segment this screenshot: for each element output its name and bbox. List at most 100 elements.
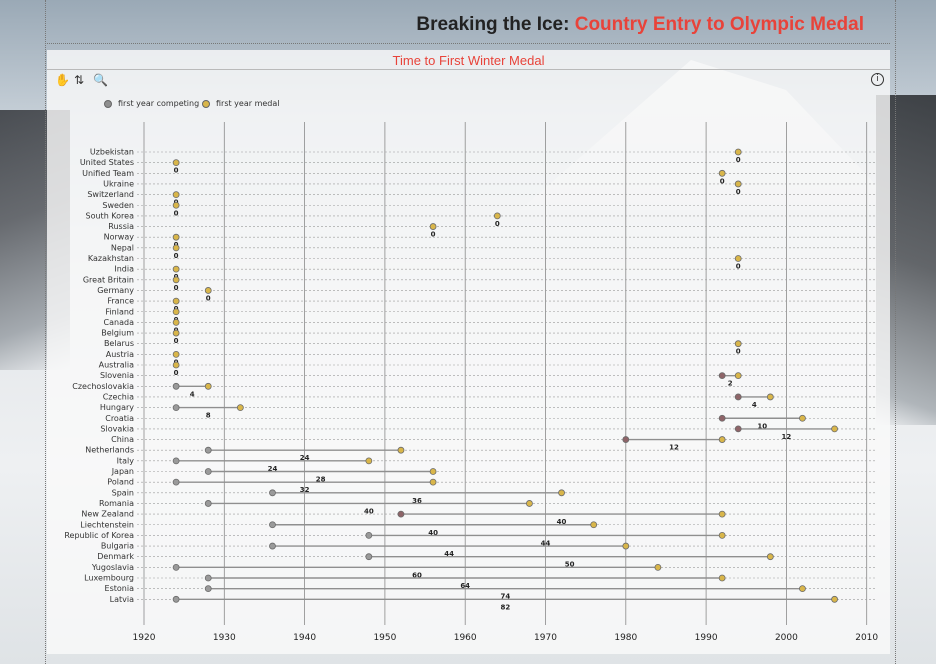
country-label: Estonia (105, 584, 135, 593)
country-label: New Zealand (81, 510, 134, 519)
entry-point (172, 478, 180, 486)
entry-point (365, 553, 373, 561)
medal-point (799, 585, 806, 593)
gap-label: 0 (736, 156, 741, 164)
entry-point (204, 585, 212, 593)
gap-label: 44 (541, 539, 551, 547)
medal-point (365, 457, 373, 465)
medal-point (766, 393, 774, 401)
country-label: Switzerland (87, 190, 134, 199)
country-label: China (111, 435, 134, 444)
medal-point (172, 297, 180, 305)
gap-label: 40 (428, 529, 438, 537)
legend-item-medal: first year medal (202, 99, 279, 108)
entry-point (718, 372, 726, 380)
medal-point (718, 531, 726, 539)
medal-point (172, 233, 180, 241)
gap-label: 0 (174, 337, 179, 345)
medal-point (172, 201, 180, 209)
country-label: Italy (117, 456, 135, 465)
gap-label: 36 (412, 497, 422, 505)
medal-point (734, 372, 742, 380)
country-label: Republic of Korea (64, 531, 134, 540)
entry-point (204, 574, 212, 582)
country-label: Hungary (100, 403, 134, 412)
gap-label: 0 (720, 177, 725, 185)
zoom-icon[interactable]: 🔍 (93, 73, 108, 87)
medal-point (526, 500, 533, 507)
medal-point (718, 574, 726, 582)
medal-point (831, 595, 838, 603)
country-label: Spain (112, 488, 134, 497)
medal-point (429, 468, 437, 475)
country-label: Poland (107, 478, 134, 487)
country-label: Norway (104, 233, 135, 242)
entry-point (718, 414, 726, 422)
gap-label: 24 (268, 465, 278, 473)
x-tick-label: 1950 (373, 633, 396, 643)
x-tick-label: 1980 (614, 633, 637, 643)
x-tick-label: 2010 (855, 633, 878, 643)
medal-point (429, 478, 437, 486)
country-label: Australia (99, 361, 134, 370)
gap-label: 0 (174, 252, 179, 260)
medal-point (734, 148, 742, 156)
gap-label: 0 (736, 188, 741, 196)
x-tick-label: 1990 (695, 633, 718, 643)
gap-label: 0 (174, 209, 179, 217)
medal-point (734, 180, 742, 188)
gap-label: 82 (500, 603, 510, 611)
country-label: Slovenia (100, 371, 134, 380)
page-title-prefix: Breaking the Ice (416, 14, 564, 35)
entry-point (204, 468, 212, 475)
gap-label: 28 (316, 476, 326, 484)
medal-point (236, 404, 244, 412)
legend-medal-swatch (202, 99, 210, 108)
sort-icon[interactable]: ⇅ (74, 73, 85, 87)
medal-point (734, 255, 742, 262)
entry-point (269, 542, 276, 550)
gap-label: 8 (206, 412, 211, 420)
legend-entry-swatch (104, 99, 112, 108)
medal-point (799, 414, 806, 422)
country-label: Nepal (111, 243, 134, 252)
x-tick-label: 1930 (213, 633, 236, 643)
focus-mode-icon[interactable]: ✋ (55, 73, 70, 87)
page-border-left (45, 0, 46, 664)
medal-point (558, 489, 565, 497)
gap-label: 12 (669, 444, 679, 452)
medal-point (172, 318, 180, 326)
medal-point (654, 563, 662, 571)
gap-label: 0 (206, 294, 211, 302)
gap-label: 60 (412, 571, 422, 579)
entry-point (269, 521, 276, 529)
chart-panel: Time to First Winter Medal ✋ ⇅ 🔍 i first… (47, 50, 890, 654)
entry-point (172, 404, 180, 412)
country-label: Bulgaria (101, 542, 134, 551)
legend-medal-label: first year medal (216, 99, 280, 108)
medal-point (204, 287, 212, 294)
country-label: Latvia (110, 595, 134, 604)
medal-point (718, 510, 726, 518)
dumbbell-chart: 1920 1930 1940 1950 1960 1970 1980 1990 2000 2010… (64, 122, 878, 643)
entry-point (734, 425, 742, 433)
gap-label: 64 (460, 582, 470, 590)
medal-point (172, 191, 180, 199)
country-label: Belgium (101, 329, 134, 338)
gap-label: 0 (174, 167, 179, 175)
country-label: Czechoslovakia (72, 382, 134, 391)
entry-point (172, 563, 180, 571)
x-tick-label: 1920 (133, 633, 156, 643)
country-label: Russia (108, 222, 134, 231)
country-label: India (114, 265, 134, 274)
medal-point (766, 553, 774, 561)
gap-label: 4 (190, 390, 195, 398)
gap-label: 50 (565, 561, 575, 569)
info-icon[interactable]: i (871, 73, 884, 86)
gap-label: 24 (300, 454, 310, 462)
gap-label: 0 (495, 220, 500, 228)
medal-point (622, 542, 630, 550)
medal-point (718, 169, 726, 177)
gap-label: 0 (174, 369, 179, 377)
medal-point (172, 159, 180, 167)
